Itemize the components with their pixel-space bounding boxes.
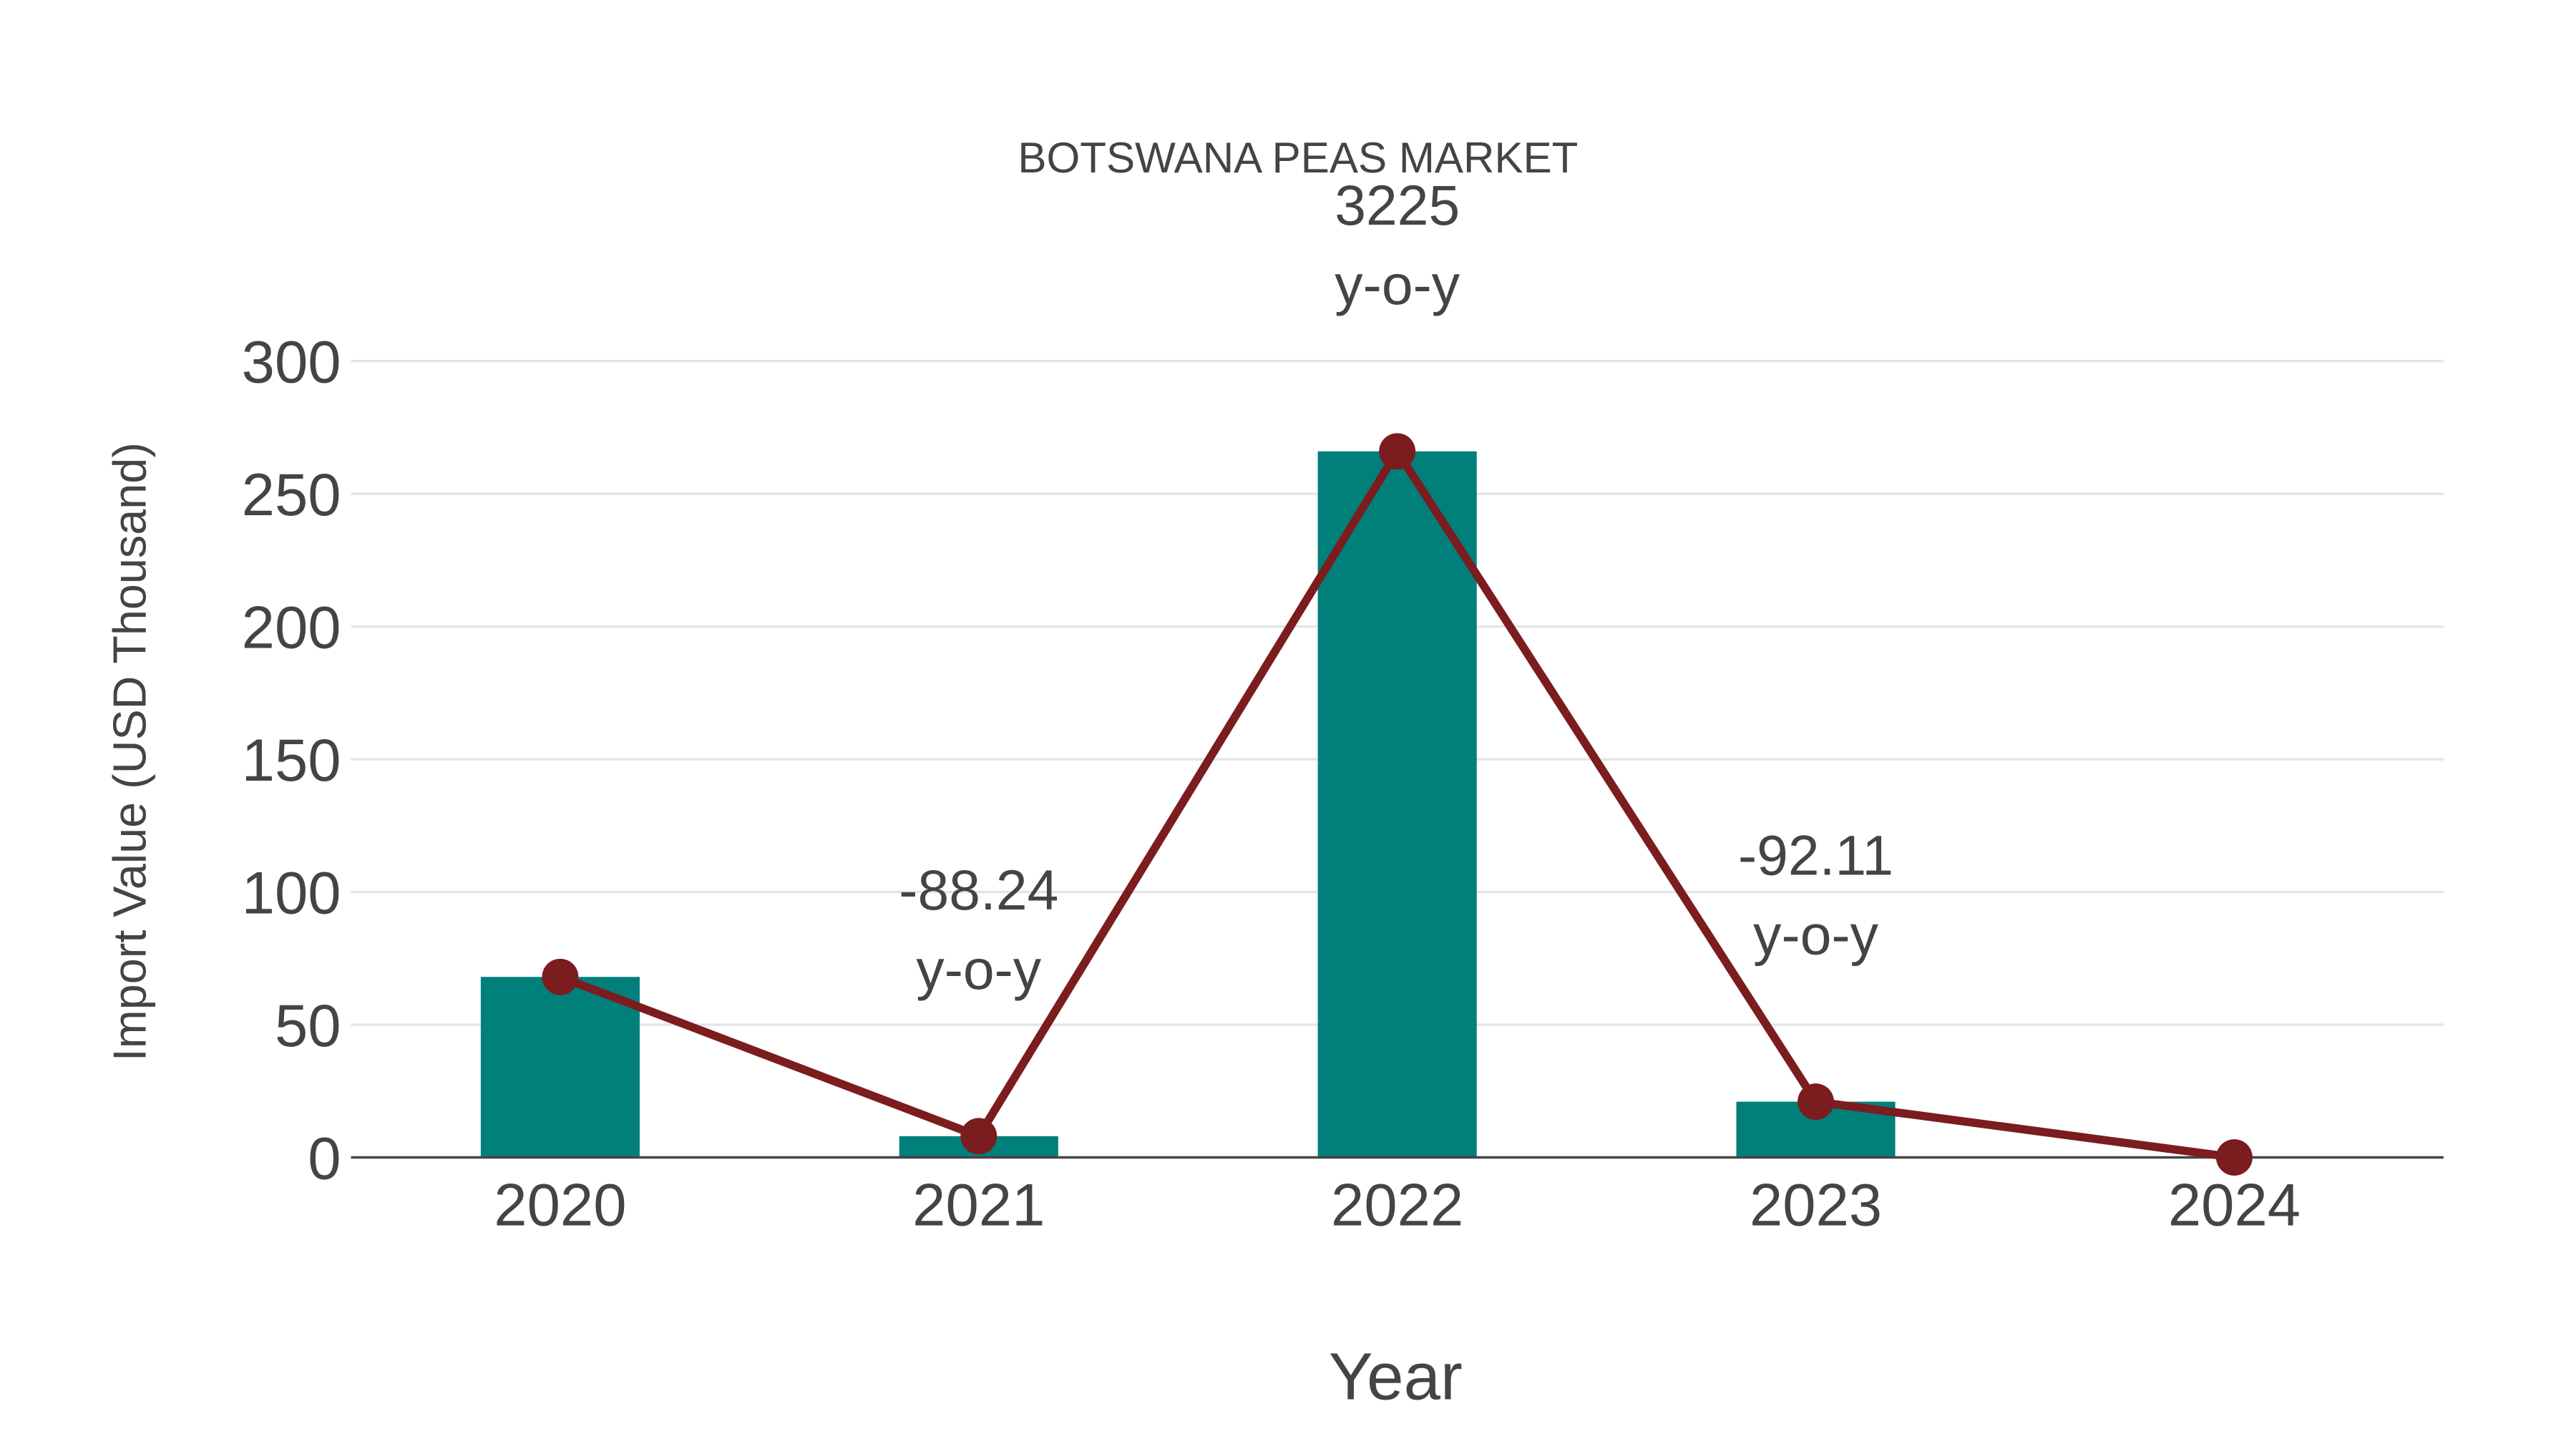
trend-point-2023 — [1797, 1083, 1835, 1121]
x-tick-label: 2020 — [494, 1171, 626, 1238]
trend-point-2021 — [960, 1118, 997, 1155]
annotation-suffix: y-o-y — [1753, 904, 1878, 967]
annotation-suffix: y-o-y — [1335, 253, 1460, 316]
chart-title: BOTSWANA PEAS MARKET — [1018, 134, 1578, 182]
y-tick-label: 150 — [242, 727, 341, 794]
x-axis-title: Year — [1329, 1339, 1463, 1413]
annotation-value: 3225 — [1335, 174, 1460, 237]
y-tick-label: 0 — [308, 1126, 341, 1192]
x-tick-label: 2022 — [1331, 1171, 1463, 1238]
annotation-value: -92.11 — [1738, 824, 1893, 887]
annotations: -88.24 y-o-y 3225 y-o-y -92.11 y-o-y — [899, 174, 1893, 1001]
x-tick-label: 2024 — [2168, 1171, 2301, 1238]
x-tick-label: 2021 — [912, 1171, 1045, 1238]
x-tick-labels: 2020 2021 2022 2023 2024 — [494, 1171, 2301, 1238]
bar-2022 — [1317, 451, 1477, 1158]
trend-point-2024 — [2216, 1139, 2253, 1176]
y-tick-label: 250 — [242, 462, 341, 528]
trend-point-2022 — [1379, 433, 1416, 470]
y-axis-title: Import Value (USD Thousand) — [104, 442, 156, 1061]
trend-point-2020 — [542, 958, 579, 995]
trend-line — [542, 433, 2253, 1176]
annotation-value: -88.24 — [899, 859, 1058, 922]
bars — [480, 451, 1896, 1158]
bar-2020 — [480, 977, 640, 1158]
annotation-suffix: y-o-y — [916, 938, 1041, 1001]
y-tick-label: 50 — [275, 992, 341, 1059]
y-tick-label: 200 — [242, 595, 341, 661]
x-tick-label: 2023 — [1750, 1171, 1882, 1238]
y-tick-label: 300 — [242, 329, 341, 396]
y-tick-label: 100 — [242, 860, 341, 927]
y-tick-labels: 0 50 100 150 200 250 300 — [242, 329, 341, 1192]
